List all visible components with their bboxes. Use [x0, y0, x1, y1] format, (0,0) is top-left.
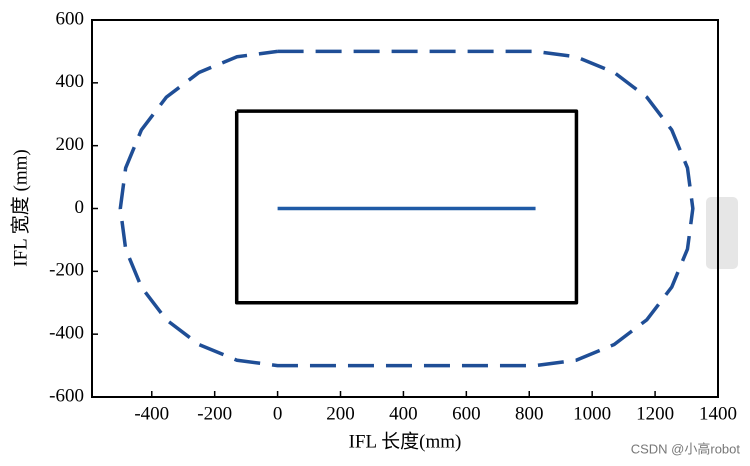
series-line	[234, 109, 579, 305]
y-tick-label: -400	[49, 323, 84, 344]
x-tick-label: -400	[134, 403, 169, 424]
y-tick-label: 200	[56, 134, 85, 155]
x-axis-label: IFL 长度(mm)	[349, 430, 462, 452]
x-tick-label: 1000	[573, 403, 611, 424]
y-axis-label: IFL 宽度 (mm)	[9, 149, 31, 267]
y-tick-label: -600	[49, 385, 84, 406]
scroll-handle[interactable]	[706, 197, 738, 269]
x-tick-label: 200	[326, 403, 355, 424]
y-tick-label: 0	[75, 197, 85, 218]
y-tick-label: 400	[56, 71, 85, 92]
series-line	[118, 49, 695, 368]
y-tick-label: 600	[56, 8, 85, 29]
x-tick-label: 0	[273, 403, 283, 424]
x-tick-label: 400	[389, 403, 418, 424]
x-tick-label: -200	[197, 403, 232, 424]
x-tick-label: 800	[515, 403, 544, 424]
x-tick-label: 1200	[636, 403, 674, 424]
y-tick-label: -200	[49, 260, 84, 281]
watermark: CSDN @小高robot	[631, 441, 741, 456]
x-tick-label: 600	[452, 403, 481, 424]
x-tick-label: 1400	[699, 403, 737, 424]
